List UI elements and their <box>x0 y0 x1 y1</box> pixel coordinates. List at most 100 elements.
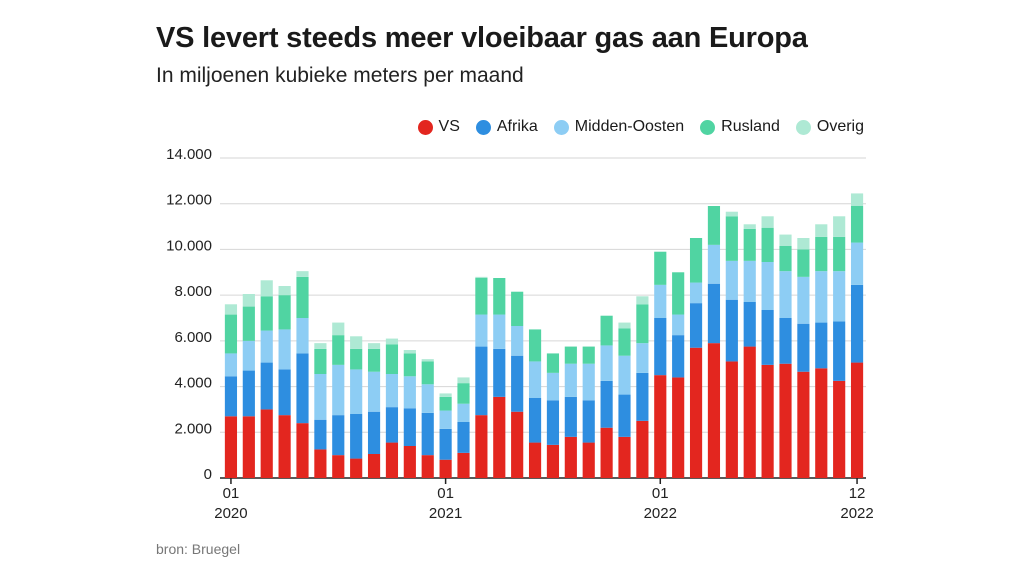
bar-segment-vs <box>511 411 524 478</box>
bar-segment-midden-oosten <box>332 364 345 416</box>
bar-segment-vs <box>672 377 685 478</box>
bar-segment-overig <box>797 238 810 250</box>
bar-segment-afrika <box>439 428 452 460</box>
bar-segment-afrika <box>457 422 470 453</box>
bar-segment-midden-oosten <box>689 282 703 304</box>
legend-item-afrika: Afrika <box>475 118 538 136</box>
bar-segment-vs <box>546 444 560 478</box>
bar-segment-vs <box>618 436 631 478</box>
y-tick-label: 10.000 <box>166 237 212 254</box>
x-tick-year: 2021 <box>429 505 462 522</box>
bar-segment-overig <box>403 350 416 354</box>
bar-segment-rusland <box>564 346 577 364</box>
legend-dot-midden-oosten <box>553 119 569 135</box>
bar-segment-rusland <box>528 329 542 362</box>
bar-segment-midden-oosten <box>511 326 524 356</box>
bar-segment-afrika <box>707 283 721 344</box>
bar-segment-overig <box>332 322 345 336</box>
bar-segment-overig <box>761 216 774 228</box>
bar-segment-rusland <box>743 228 756 261</box>
bar-segment-overig <box>815 224 828 237</box>
bar-segment-vs <box>296 423 309 478</box>
bar-segment-midden-oosten <box>618 355 631 395</box>
bar-segment-midden-oosten <box>725 260 738 300</box>
bar-segment-afrika <box>564 396 577 437</box>
bar-segment-afrika <box>654 318 667 376</box>
bar-segment-midden-oosten <box>350 369 363 414</box>
bar-segment-afrika <box>511 355 524 412</box>
bar-segment-rusland <box>815 236 828 272</box>
bar-segment-midden-oosten <box>528 361 542 398</box>
bar-segment-afrika <box>242 370 255 417</box>
bar-segment-vs <box>779 363 792 478</box>
bar-segment-vs <box>761 364 774 478</box>
bar-segment-midden-oosten <box>367 371 381 412</box>
bar-segment-midden-oosten <box>278 329 291 370</box>
legend-item-midden-oosten: Midden-Oosten <box>553 118 685 136</box>
bar-segment-overig <box>457 377 470 384</box>
bar-segment-rusland <box>350 348 363 370</box>
bar-segment-midden-oosten <box>850 242 864 285</box>
bar-segment-vs <box>564 436 577 478</box>
bar-segment-overig <box>439 393 452 397</box>
bar-segment-rusland <box>457 383 470 404</box>
bar-segment-vs <box>242 416 255 478</box>
bar-segment-rusland <box>636 304 649 344</box>
bar-segment-vs <box>457 452 470 478</box>
bar-segment-rusland <box>654 251 667 285</box>
bar-segment-afrika <box>743 302 756 347</box>
bar-segment-rusland <box>332 335 345 365</box>
bar-segment-afrika <box>672 335 685 378</box>
bar-segment-rusland <box>672 272 685 315</box>
bar-segment-afrika <box>403 408 416 446</box>
x-tick-month: 01 <box>652 485 669 502</box>
bar-segment-rusland <box>761 227 774 262</box>
bar-segment-rusland <box>797 249 810 277</box>
legend-label-rusland: Rusland <box>721 118 780 135</box>
bar-segment-vs <box>600 427 613 478</box>
bar-segment-afrika <box>314 419 327 450</box>
bar-segment-afrika <box>350 414 363 459</box>
bar-segment-vs <box>332 455 345 478</box>
bar-segment-vs <box>385 442 399 478</box>
x-tick-month: 12 <box>849 485 866 502</box>
bar-segment-midden-oosten <box>457 403 470 422</box>
bar-segment-overig <box>350 336 363 349</box>
bar-segment-vs <box>403 446 416 478</box>
x-tick-month: 01 <box>223 485 240 502</box>
bar-segment-vs <box>278 415 291 478</box>
x-tick-year: 2022 <box>840 505 873 522</box>
bar-segment-afrika <box>815 322 828 369</box>
bar-segment-vs <box>528 442 542 478</box>
bar-segment-overig <box>278 286 291 296</box>
bar-segment-afrika <box>367 411 381 454</box>
bar-segment-afrika <box>385 407 399 443</box>
bar-segment-rusland <box>403 353 416 377</box>
bar-segment-midden-oosten <box>582 363 595 401</box>
bar-segment-overig <box>421 359 434 362</box>
bar-segment-rusland <box>511 291 524 326</box>
bar-segment-rusland <box>493 278 506 315</box>
bar-segment-vs <box>654 375 667 478</box>
bar-segment-midden-oosten <box>743 260 756 302</box>
bar-segment-rusland <box>546 353 560 373</box>
bar-segment-afrika <box>850 284 864 363</box>
bar-segment-overig <box>743 224 756 229</box>
bar-segment-rusland <box>850 206 864 243</box>
bar-segment-midden-oosten <box>779 271 792 318</box>
legend-item-overig: Overig <box>795 118 864 136</box>
legend-label-afrika: Afrika <box>496 118 538 135</box>
bar-segment-rusland <box>224 314 238 354</box>
bar-segment-rusland <box>725 216 738 261</box>
legend-label-vs: VS <box>438 118 460 135</box>
bar-segment-afrika <box>260 362 273 410</box>
legend-label-midden-oosten: Midden-Oosten <box>574 118 685 135</box>
bar-segment-midden-oosten <box>833 271 846 322</box>
bar-segment-midden-oosten <box>224 353 238 377</box>
x-tick-year: 2020 <box>214 505 247 522</box>
bar-segment-afrika <box>833 321 846 381</box>
bar-segment-rusland <box>278 295 291 330</box>
legend-item-rusland: Rusland <box>700 118 780 136</box>
y-tick-label: 4.000 <box>174 375 212 392</box>
bar-segment-midden-oosten <box>314 374 327 420</box>
